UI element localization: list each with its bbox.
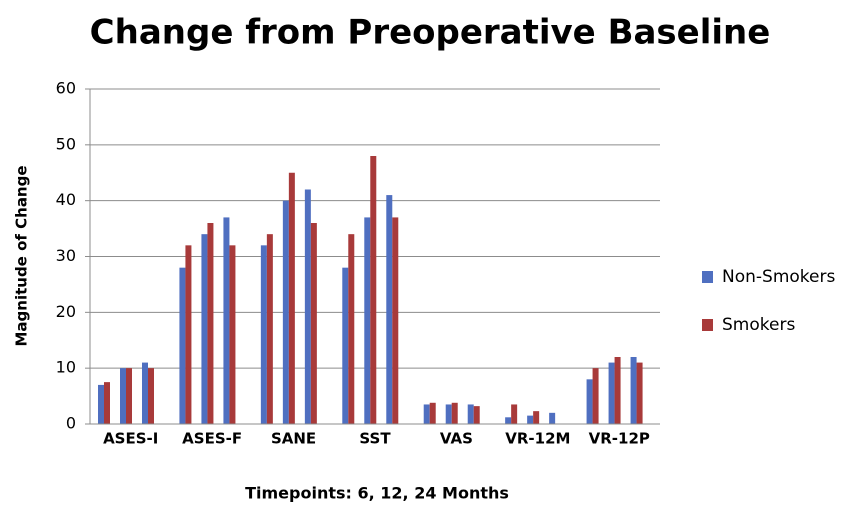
x-tick-label: SST: [359, 430, 391, 448]
bar: [608, 362, 615, 424]
x-tick-label: SANE: [271, 430, 316, 448]
bar: [423, 404, 430, 424]
bar: [370, 156, 377, 424]
bar: [511, 404, 518, 424]
bar: [451, 402, 458, 424]
bar: [260, 245, 267, 424]
bar: [185, 245, 192, 424]
bar: [533, 411, 540, 424]
y-tick-label: 10: [56, 358, 76, 377]
bar: [98, 384, 104, 424]
bar: [282, 200, 289, 424]
bar: [229, 245, 236, 424]
x-tick-label: VR-12M: [505, 430, 570, 448]
bar: [614, 357, 621, 424]
y-tick-label: 50: [56, 134, 76, 153]
bar: [348, 234, 355, 424]
legend-label: Non-Smokers: [722, 267, 835, 287]
y-tick-label: 40: [56, 190, 76, 209]
bar: [364, 217, 371, 424]
bar: [304, 189, 311, 424]
bar: [392, 217, 399, 424]
bar: [527, 415, 534, 424]
y-tick-label: 30: [56, 246, 76, 265]
bar: [288, 172, 295, 424]
bar: [636, 362, 643, 424]
bar: [179, 267, 186, 424]
chart-title: Change from Preoperative Baseline: [90, 13, 771, 53]
bar: [201, 234, 208, 424]
x-axis-label: Timepoints: 6, 12, 24 Months: [245, 484, 509, 503]
y-tick-label: 20: [56, 302, 76, 321]
x-tick-label: VAS: [440, 430, 473, 448]
y-tick-label: 60: [56, 79, 76, 98]
bar: [342, 267, 349, 424]
bar: [104, 382, 110, 424]
bar: [505, 417, 512, 424]
bar: [592, 368, 599, 424]
y-axis-label: Magnitude of Change: [13, 165, 31, 346]
bar: [126, 368, 132, 424]
bar: [310, 223, 317, 424]
bar: [429, 402, 436, 424]
y-tick-label: 0: [66, 414, 76, 433]
bar: [223, 217, 230, 424]
legend-swatch: [702, 271, 713, 283]
bar: [473, 406, 480, 424]
bar: [549, 412, 556, 424]
bar: [630, 357, 637, 424]
x-tick-label: ASES-I: [103, 430, 158, 448]
bar: [207, 223, 214, 424]
bar: [467, 404, 474, 424]
x-tick-label: ASES-F: [182, 430, 242, 448]
bar: [445, 404, 452, 424]
bar: [120, 368, 126, 424]
legend-swatch: [702, 319, 713, 331]
bar: [266, 234, 273, 424]
bar: [586, 379, 593, 424]
bar: [148, 368, 154, 424]
x-tick-label: VR-12P: [589, 430, 650, 448]
legend-label: Smokers: [722, 315, 795, 335]
bar: [386, 195, 393, 424]
bar: [142, 362, 148, 424]
